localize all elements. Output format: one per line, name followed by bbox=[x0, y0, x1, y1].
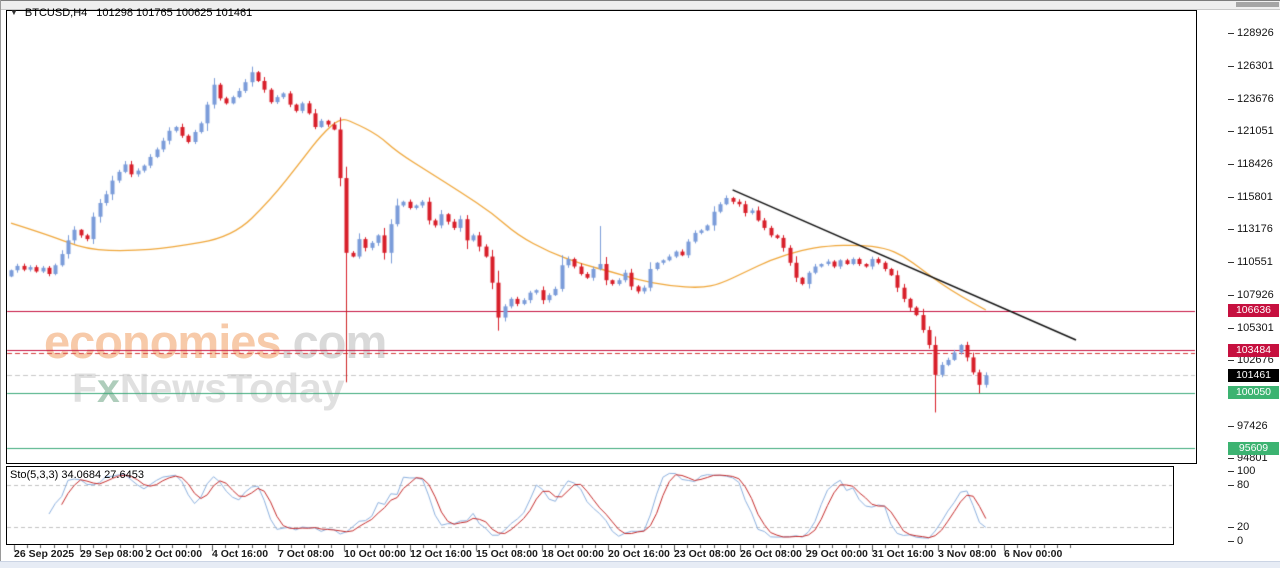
indicator-tick-dash bbox=[1228, 527, 1234, 528]
price-tick-label: 123676 bbox=[1237, 93, 1274, 105]
indicator-tick-label: 0 bbox=[1237, 535, 1244, 547]
symbol-title: BTCUSD,H4 bbox=[24, 7, 88, 19]
scrollbar-thumb[interactable] bbox=[1236, 2, 1279, 7]
price-tick-dash bbox=[1228, 426, 1234, 427]
time-label: 18 Oct 00:00 bbox=[542, 548, 604, 560]
price-tick-label: 128926 bbox=[1237, 27, 1274, 39]
indicator-tick-label: 20 bbox=[1237, 521, 1250, 533]
horizontal-scrollbar[interactable] bbox=[0, 0, 1280, 10]
price-tick-dash bbox=[1228, 360, 1234, 361]
time-label: 4 Oct 16:00 bbox=[212, 548, 269, 560]
price-badge-101461: 101461 bbox=[1228, 369, 1279, 382]
price-tick-dash bbox=[1228, 262, 1234, 263]
price-tick-label: 126301 bbox=[1237, 60, 1274, 72]
time-label: 23 Oct 08:00 bbox=[674, 548, 736, 560]
time-label: 6 Nov 00:00 bbox=[1004, 548, 1063, 560]
price-badge-106636: 106636 bbox=[1228, 304, 1279, 317]
time-label: 26 Oct 08:00 bbox=[740, 548, 802, 560]
price-badge-100050: 100050 bbox=[1228, 386, 1279, 399]
time-label: 29 Oct 00:00 bbox=[806, 548, 868, 560]
price-tick-dash bbox=[1228, 328, 1234, 329]
indicator-label: Sto(5,3,3) 34.0684 27.6453 bbox=[10, 469, 144, 481]
price-tick-label: 121051 bbox=[1237, 125, 1274, 137]
price-tick-dash bbox=[1228, 33, 1234, 34]
time-label: 7 Oct 08:00 bbox=[278, 548, 335, 560]
price-badge-95609: 95609 bbox=[1228, 442, 1279, 455]
price-tick-label: 113176 bbox=[1237, 223, 1273, 235]
price-tick-dash bbox=[1228, 66, 1234, 67]
price-tick-label: 118426 bbox=[1237, 158, 1273, 170]
time-label: 15 Oct 08:00 bbox=[476, 548, 538, 560]
price-tick-label: 102676 bbox=[1237, 354, 1274, 366]
price-tick-dash bbox=[1228, 164, 1234, 165]
time-label: 26 Sep 2025 bbox=[14, 548, 75, 560]
window-left-edge bbox=[0, 0, 1, 567]
price-tick-dash bbox=[1228, 458, 1234, 459]
price-tick-label: 107926 bbox=[1237, 289, 1274, 301]
time-label: 10 Oct 00:00 bbox=[344, 548, 406, 560]
indicator-tick-dash bbox=[1228, 471, 1234, 472]
collapse-arrow-icon[interactable]: ▼ bbox=[10, 8, 18, 17]
price-tick-dash bbox=[1228, 295, 1234, 296]
indicator-tick-dash bbox=[1228, 541, 1234, 542]
footer-strip bbox=[0, 561, 1280, 568]
price-tick-label: 94801 bbox=[1237, 452, 1268, 464]
time-label: 31 Oct 16:00 bbox=[872, 548, 934, 560]
time-label: 12 Oct 16:00 bbox=[410, 548, 472, 560]
indicator-tick-dash bbox=[1228, 485, 1234, 486]
ohlc-values: 101298 101765 100625 101461 bbox=[96, 7, 253, 19]
time-label: 29 Sep 08:00 bbox=[80, 548, 144, 560]
time-label: 2 Oct 00:00 bbox=[146, 548, 203, 560]
price-tick-label: 97426 bbox=[1237, 420, 1268, 432]
time-label: 20 Oct 16:00 bbox=[608, 548, 670, 560]
price-tick-label: 110551 bbox=[1237, 256, 1273, 268]
indicator-tick-label: 80 bbox=[1237, 479, 1250, 491]
symbol-info-label: ▼ BTCUSD,H4 101298 101765 100625 101461 bbox=[10, 7, 252, 19]
price-badge-103484: 103484 bbox=[1228, 344, 1279, 357]
price-tick-dash bbox=[1228, 229, 1234, 230]
price-tick-label: 105301 bbox=[1237, 322, 1274, 334]
time-label: 3 Nov 08:00 bbox=[938, 548, 997, 560]
price-tick-dash bbox=[1228, 99, 1234, 100]
price-tick-dash bbox=[1228, 197, 1234, 198]
price-tick-dash bbox=[1228, 131, 1234, 132]
indicator-tick-label: 100 bbox=[1237, 465, 1256, 477]
price-tick-label: 115801 bbox=[1237, 191, 1273, 203]
